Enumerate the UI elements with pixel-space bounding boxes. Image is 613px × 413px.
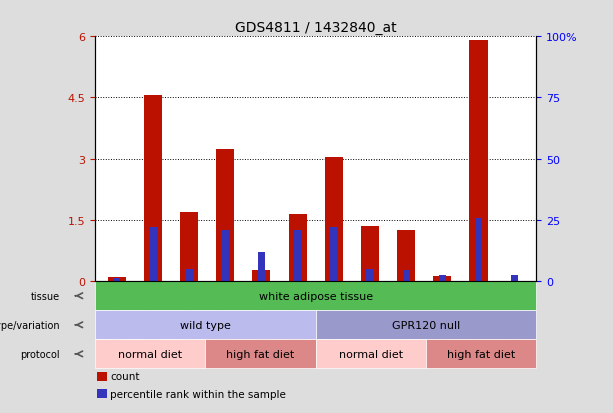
Text: percentile rank within the sample: percentile rank within the sample [110,389,286,399]
Text: normal diet: normal diet [118,349,182,359]
Bar [144,96,162,282]
Bar [470,41,487,282]
Bar [216,149,234,282]
Bar [511,275,518,282]
Bar [97,389,107,398]
Bar [367,269,373,282]
Bar [108,278,126,282]
Bar [294,230,301,282]
Bar [95,339,205,368]
Text: count: count [110,371,140,381]
Bar [289,214,306,282]
Text: protocol: protocol [20,349,59,359]
Bar [475,218,482,282]
Bar [222,230,229,282]
Bar [258,252,265,282]
Text: high fat diet: high fat diet [447,349,516,359]
Bar [439,275,446,282]
Bar [426,339,536,368]
Bar [403,271,409,282]
Bar [205,339,316,368]
Bar [253,270,270,282]
Text: white adipose tissue: white adipose tissue [259,291,373,301]
Bar [316,339,426,368]
Bar [95,311,316,339]
Title: GDS4811 / 1432840_at: GDS4811 / 1432840_at [235,21,397,35]
Text: normal diet: normal diet [339,349,403,359]
Bar [330,228,337,282]
Bar [113,278,120,282]
Bar [316,311,536,339]
Text: tissue: tissue [31,291,59,301]
Bar [150,228,156,282]
Bar [180,212,198,282]
Bar [361,226,379,282]
Text: wild type: wild type [180,320,230,330]
Bar [97,372,107,381]
Bar [186,269,192,282]
Bar [397,230,415,282]
Bar [325,157,343,282]
Text: genotype/variation: genotype/variation [0,320,59,330]
Bar [433,277,451,282]
Text: high fat diet: high fat diet [226,349,295,359]
Text: GPR120 null: GPR120 null [392,320,460,330]
